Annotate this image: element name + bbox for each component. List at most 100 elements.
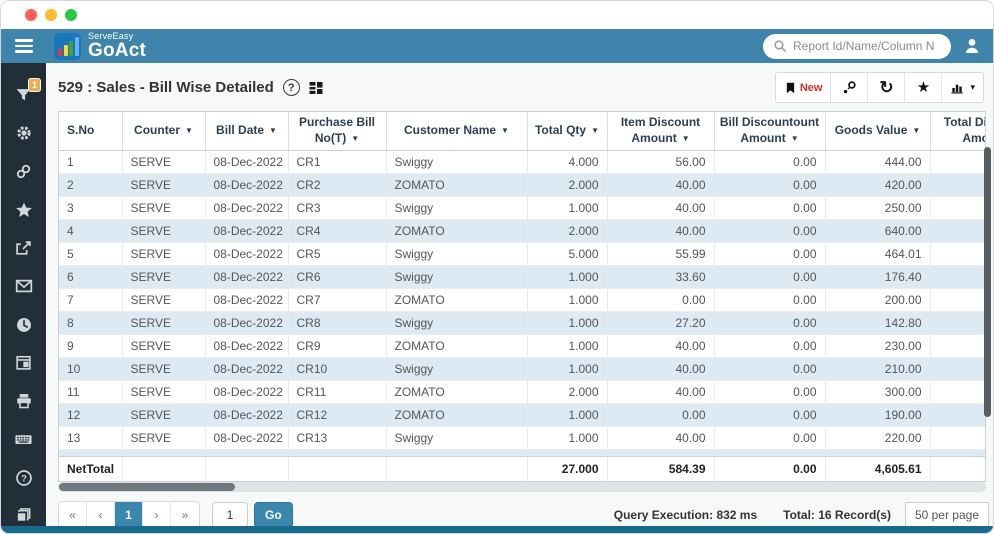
user-profile-icon[interactable] <box>951 37 993 55</box>
table-cell: SERVE <box>122 403 206 427</box>
sort-caret-icon[interactable]: ▼ <box>185 125 193 135</box>
table-cell: SERVE <box>122 288 206 312</box>
report-table-container: S.No Counter ▼ Bill Date ▼ Purchase Bill No(T… <box>58 111 986 482</box>
partial-row <box>59 449 985 457</box>
svg-text:?: ? <box>21 473 27 484</box>
table-row[interactable]: 9 SERVE 08-Dec-2022 CR9 ZOMATO 1.000 40.00 0.00… <box>59 334 985 358</box>
table-cell: 1.000 <box>527 334 608 358</box>
table-row[interactable]: 8 SERVE 08-Dec-2022 CR8 Swiggy 1.000 27.20 0.00… <box>59 311 985 335</box>
column-header-bill-discountount-amount[interactable]: Bill Discountount Amount ▼ <box>714 112 826 151</box>
net-total-cell <box>386 456 528 481</box>
refresh-button[interactable]: ↻ <box>868 73 906 102</box>
hamburger-menu-icon[interactable] <box>1 39 46 53</box>
table-row[interactable]: 12 SERVE 08-Dec-2022 CR12 ZOMATO 1.000 0.00 0.0… <box>59 403 985 427</box>
net-total-row: NetTotal 27.000 584.39 0.00 4,605.61 <box>59 456 985 481</box>
linked-dots-icon <box>844 80 857 93</box>
sidebar-item-calendar[interactable] <box>1 344 46 382</box>
go-button[interactable]: Go <box>254 502 293 528</box>
zoom-window-button[interactable] <box>65 9 77 21</box>
help-icon[interactable]: ? <box>282 79 300 96</box>
table-cell: 1 <box>59 150 123 174</box>
table-cell <box>930 219 985 243</box>
column-header-goods-value[interactable]: Goods Value ▼ <box>825 112 931 151</box>
table-row[interactable]: 3 SERVE 08-Dec-2022 CR3 Swiggy 1.000 40.00 0.00… <box>59 196 985 220</box>
table-cell: 56.00 <box>607 150 715 174</box>
table-row[interactable]: 7 SERVE 08-Dec-2022 CR7 ZOMATO 1.000 0.00 0.00 2… <box>59 288 985 312</box>
column-header-bill-date[interactable]: Bill Date ▼ <box>205 112 289 151</box>
sidebar-item-reports-stack[interactable] <box>1 497 46 533</box>
next-page-button[interactable]: › <box>143 502 171 528</box>
sort-caret-icon[interactable]: ▼ <box>269 125 277 135</box>
vertical-scrollbar-thumb[interactable] <box>984 147 991 417</box>
app-logo[interactable]: ServeEasy GoAct <box>54 32 146 60</box>
sidebar-item-link[interactable] <box>1 153 46 191</box>
table-cell: 0.00 <box>607 403 715 427</box>
sidebar-item-history[interactable] <box>1 306 46 344</box>
sidebar-item-help[interactable]: ? <box>1 459 46 497</box>
sidebar-item-filter[interactable]: 1 <box>1 76 46 114</box>
table-cell: 2.000 <box>527 219 608 243</box>
favorite-button[interactable]: ★ <box>905 73 943 102</box>
sort-caret-icon[interactable]: ▼ <box>351 133 360 143</box>
drilldown-button[interactable] <box>831 73 869 102</box>
sidebar-item-mail[interactable] <box>1 267 46 305</box>
sort-caret-icon[interactable]: ▼ <box>501 125 509 135</box>
table-cell: 190.00 <box>825 403 931 427</box>
table-cell <box>930 150 985 174</box>
table-cell: SERVE <box>122 334 206 358</box>
table-row[interactable]: 6 SERVE 08-Dec-2022 CR6 Swiggy 1.000 33.60 0.00… <box>59 265 985 289</box>
table-cell: 142.80 <box>825 311 931 335</box>
table-cell: 40.00 <box>607 173 715 197</box>
brand-name-bottom: GoAct <box>88 40 146 61</box>
page-jump-input[interactable] <box>212 502 248 528</box>
table-cell <box>930 426 985 450</box>
sidebar-item-export[interactable] <box>1 229 46 267</box>
table-cell: 4.000 <box>527 150 608 174</box>
horizontal-scrollbar[interactable] <box>58 482 986 492</box>
column-header-item-discount-amount[interactable]: Item Discount Amount ▼ <box>607 112 715 151</box>
bookmark-new-button[interactable]: New <box>775 73 832 102</box>
new-badge-label: New <box>799 81 823 94</box>
horizontal-scrollbar-thumb[interactable] <box>59 483 235 491</box>
close-window-button[interactable] <box>25 9 37 21</box>
search-input[interactable] <box>793 39 941 53</box>
table-row[interactable]: 13 SERVE 08-Dec-2022 CR13 Swiggy 1.000 40.00 0.… <box>59 426 985 450</box>
layout-grid-icon[interactable] <box>308 80 324 96</box>
table-cell: Swiggy <box>386 311 528 335</box>
table-row[interactable]: 11 SERVE 08-Dec-2022 CR11 ZOMATO 2.000 40.00 0.… <box>59 380 985 404</box>
sidebar-item-favorites[interactable] <box>1 191 46 229</box>
table-cell <box>930 242 985 266</box>
prev-page-button[interactable]: ‹ <box>87 502 115 528</box>
net-total-cell <box>122 456 206 481</box>
page-number-button[interactable]: 1 <box>115 502 143 528</box>
table-row[interactable]: 4 SERVE 08-Dec-2022 CR4 ZOMATO 2.000 40.00 0.00… <box>59 219 985 243</box>
global-search[interactable] <box>763 33 951 59</box>
sort-caret-icon[interactable]: ▼ <box>790 133 799 143</box>
table-row[interactable]: 10 SERVE 08-Dec-2022 CR10 Swiggy 1.000 40.00 0.… <box>59 357 985 381</box>
table-row[interactable]: 1 SERVE 08-Dec-2022 CR1 Swiggy 4.000 56.00 0.00… <box>59 150 985 174</box>
table-cell: 08-Dec-2022 <box>205 334 289 358</box>
column-header-purchase-bill-no-t-[interactable]: Purchase Bill No(T) ▼ <box>288 112 387 151</box>
sort-caret-icon[interactable]: ▼ <box>912 125 921 135</box>
sidebar-item-keyboard[interactable] <box>1 420 46 458</box>
net-total-cell: 0.00 <box>714 456 826 481</box>
minimize-window-button[interactable] <box>45 9 57 21</box>
first-page-button[interactable]: « <box>59 502 87 528</box>
table-row[interactable]: 2 SERVE 08-Dec-2022 CR2 ZOMATO 2.000 40.00 0.00… <box>59 173 985 197</box>
table-cell: 08-Dec-2022 <box>205 380 289 404</box>
table-cell: 08-Dec-2022 <box>205 403 289 427</box>
column-header-counter[interactable]: Counter ▼ <box>122 112 206 151</box>
table-cell: CR13 <box>288 426 387 450</box>
column-header-customer-name[interactable]: Customer Name ▼ <box>386 112 528 151</box>
table-row[interactable]: 5 SERVE 08-Dec-2022 CR5 Swiggy 5.000 55.99 0.00… <box>59 242 985 266</box>
last-page-button[interactable]: » <box>171 502 199 528</box>
sidebar-item-settings[interactable] <box>1 114 46 152</box>
column-header-total-qty[interactable]: Total Qty ▼ <box>527 112 608 151</box>
sort-caret-icon[interactable]: ▼ <box>681 133 690 143</box>
sort-caret-icon[interactable]: ▼ <box>591 125 600 135</box>
chart-view-button[interactable]: ▾ <box>942 73 983 102</box>
sidebar-item-print[interactable] <box>1 382 46 420</box>
per-page-select[interactable]: 50 per page <box>904 502 989 528</box>
app-header: ServeEasy GoAct <box>1 29 993 63</box>
table-cell: 200.00 <box>825 288 931 312</box>
